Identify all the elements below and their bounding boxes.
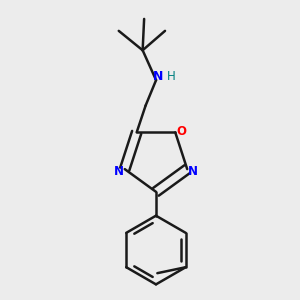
Text: N: N	[114, 165, 124, 178]
Text: O: O	[177, 125, 187, 138]
Text: H: H	[167, 70, 176, 83]
Text: N: N	[152, 70, 163, 83]
Text: N: N	[188, 165, 198, 178]
